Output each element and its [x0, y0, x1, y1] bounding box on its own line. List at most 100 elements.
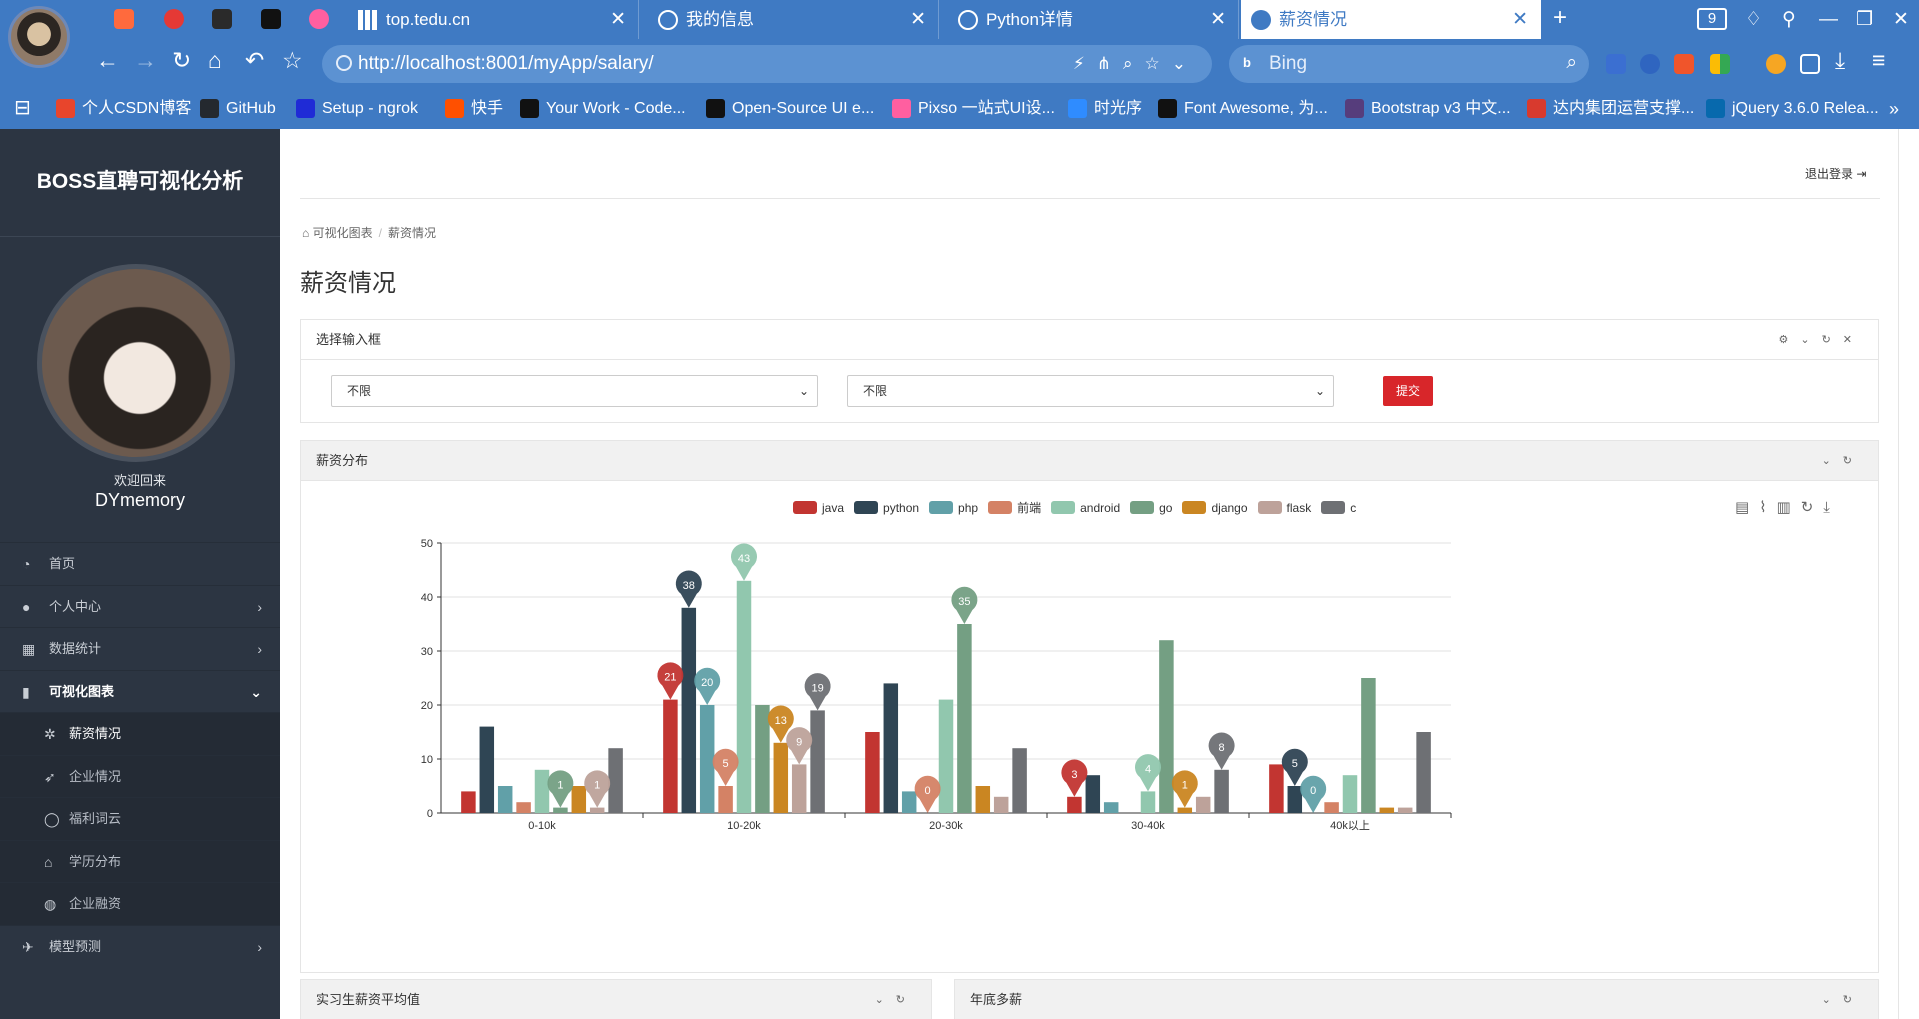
sidebar-toggle-icon[interactable]: ⊟: [14, 97, 31, 119]
bookmark-font-awesome[interactable]: Font Awesome, 为...: [1158, 89, 1328, 129]
close-window-button[interactable]: ✕: [1893, 9, 1909, 30]
bookmark-github[interactable]: GitHub: [200, 89, 276, 129]
legend-item[interactable]: android: [1051, 500, 1120, 516]
pin-icon[interactable]: ⚲: [1782, 9, 1796, 30]
minimize-button[interactable]: —: [1819, 9, 1838, 30]
address-bar[interactable]: http://localhost:8001/myApp/salary/ ⚡⋔⌕☆…: [322, 45, 1212, 83]
download-icon[interactable]: ⤓: [1823, 499, 1840, 516]
shirt-icon[interactable]: ♢: [1745, 9, 1763, 30]
breadcrumb-item[interactable]: 可视化图表: [312, 226, 373, 240]
crop-icon[interactable]: [1800, 54, 1820, 74]
sidebar-item-statistics[interactable]: ▦ 数据统计 ›: [0, 627, 280, 670]
close-icon[interactable]: ✕: [610, 9, 626, 30]
translate-icon[interactable]: [1606, 54, 1626, 74]
bar-chart-icon[interactable]: ▥: [1776, 499, 1801, 516]
legend-item[interactable]: c: [1321, 500, 1356, 516]
legend-item[interactable]: php: [929, 500, 978, 516]
chevron-down-icon[interactable]: ⌄: [1821, 994, 1843, 1006]
sidebar-item-company[interactable]: ➶ 企业情况: [0, 754, 280, 797]
bookmark-kuaishou[interactable]: 快手: [445, 89, 503, 129]
search-icon[interactable]: ⌕: [1566, 52, 1577, 73]
sidebar-item-profile[interactable]: ● 个人中心 ›: [0, 584, 280, 628]
bookmark-csdn[interactable]: 个人CSDN博客: [56, 89, 191, 129]
search-input[interactable]: [1269, 50, 1549, 78]
refresh-icon[interactable]: ↻: [895, 994, 917, 1006]
menu-icon[interactable]: ≡: [1872, 47, 1886, 73]
sidebar-item-wordcloud[interactable]: ◯ 福利词云: [0, 797, 280, 840]
legend-item[interactable]: java: [793, 500, 844, 516]
gear-icon[interactable]: ⚙: [1778, 334, 1801, 346]
submit-button[interactable]: 提交: [1383, 376, 1433, 406]
panel-controls[interactable]: ⌄↻: [875, 980, 917, 1019]
panel-controls[interactable]: ⚙⌄↻✕: [1778, 320, 1864, 360]
moon-icon[interactable]: [1766, 54, 1786, 74]
close-icon[interactable]: ✕: [1512, 9, 1528, 30]
apps-icon[interactable]: [1710, 54, 1730, 74]
address-bar-icons[interactable]: ⚡⋔⌕☆⌄: [1072, 54, 1198, 73]
tab-top-tedu[interactable]: top.tedu.cn ✕: [348, 0, 639, 39]
bookmark-codepen[interactable]: Your Work - Code...: [520, 89, 686, 129]
restore-icon[interactable]: ↻: [1800, 499, 1824, 516]
restore-button[interactable]: ❐: [1856, 9, 1874, 30]
chevron-right-icon[interactable]: »: [1889, 99, 1900, 119]
sidebar-item-home[interactable]: ◔ 首页: [0, 542, 280, 585]
brand-title[interactable]: BOSS直聘可视化分析: [0, 129, 280, 237]
legend-item[interactable]: django: [1182, 500, 1248, 516]
home-button[interactable]: ⌂: [208, 47, 222, 73]
reload-button[interactable]: ↻: [172, 47, 192, 73]
tab-python-detail[interactable]: Python详情 ✕: [948, 0, 1239, 39]
chevron-down-icon[interactable]: ⌄: [1800, 334, 1822, 346]
bookmark-open-source-ui[interactable]: Open-Source UI e...: [706, 89, 874, 129]
close-icon[interactable]: ✕: [1842, 334, 1864, 346]
legend-item[interactable]: 前端: [988, 500, 1041, 516]
favorite-star-icon[interactable]: ☆: [282, 47, 303, 73]
type-filter-select[interactable]: 不限 ⌄: [847, 375, 1334, 407]
salary-filter-select[interactable]: 不限 ⌄: [331, 375, 818, 407]
bookmark-pixso[interactable]: Pixso 一站式UI设...: [892, 89, 1055, 129]
tab-my-info[interactable]: 我的信息 ✕: [648, 0, 939, 39]
bookmark-shiguangxu[interactable]: 时光序: [1068, 89, 1142, 129]
forward-button[interactable]: →: [134, 47, 157, 73]
new-tab-button[interactable]: +: [1553, 4, 1568, 31]
back-button[interactable]: ←: [96, 47, 119, 73]
extension-icon[interactable]: [1640, 54, 1660, 74]
pinned-tab-icon[interactable]: [164, 9, 184, 29]
pinned-tab-icon[interactable]: [261, 9, 281, 29]
chevron-down-icon[interactable]: ⌄: [874, 994, 896, 1006]
close-icon[interactable]: ✕: [910, 9, 926, 30]
bookmark-jquery[interactable]: jQuery 3.6.0 Relea...: [1706, 89, 1879, 129]
scrollbar-track[interactable]: [1898, 129, 1899, 1019]
sidebar-item-charts[interactable]: ▮ 可视化图表 ⌄: [0, 669, 280, 713]
pinned-tab-icon[interactable]: [309, 9, 329, 29]
legend-item[interactable]: python: [854, 500, 919, 516]
data-view-icon[interactable]: ▤: [1735, 499, 1760, 516]
sidebar-item-education[interactable]: ⌂ 学历分布: [0, 839, 280, 882]
logout-link[interactable]: 退出登录 ⇥: [1805, 165, 1866, 182]
bookmark-bootstrap[interactable]: Bootstrap v3 中文...: [1345, 89, 1511, 129]
bookmark-tarena[interactable]: 达内集团运营支撑...: [1527, 89, 1694, 129]
chevron-down-icon[interactable]: ⌄: [1821, 455, 1843, 467]
panel-controls[interactable]: ⌄↻: [1822, 441, 1864, 481]
refresh-icon[interactable]: ↻: [1842, 994, 1864, 1006]
bookmark-ngrok[interactable]: Setup - ngrok: [296, 89, 418, 129]
line-chart-icon[interactable]: ⌇: [1759, 499, 1777, 516]
sidebar-item-salary[interactable]: ✲ 薪资情况: [0, 712, 280, 755]
browser-profile-avatar[interactable]: [8, 6, 70, 68]
download-icon[interactable]: ⤓: [1835, 47, 1846, 73]
pinned-tab-icon[interactable]: [114, 9, 134, 29]
refresh-icon[interactable]: ↻: [1842, 455, 1864, 467]
refresh-icon[interactable]: ↻: [1821, 334, 1843, 346]
pinned-tab-icon[interactable]: [212, 9, 232, 29]
sidebar-item-prediction[interactable]: ✈ 模型预测 ›: [0, 924, 280, 968]
chart-toolbox[interactable]: ▤⌇▥↻⤓: [1735, 498, 1840, 516]
extension-icon[interactable]: [1674, 54, 1694, 74]
sidebar-item-financing[interactable]: ◍ 企业融资: [0, 882, 280, 925]
tab-salary[interactable]: 薪资情况 ✕: [1241, 0, 1541, 39]
legend-item[interactable]: flask: [1257, 500, 1311, 516]
close-icon[interactable]: ✕: [1210, 9, 1226, 30]
tab-count-button[interactable]: 9: [1697, 8, 1727, 30]
undo-button[interactable]: ↶: [245, 47, 265, 73]
legend-item[interactable]: go: [1130, 500, 1172, 516]
panel-controls[interactable]: ⌄↻: [1822, 980, 1864, 1019]
search-box[interactable]: b ⌕: [1229, 45, 1589, 83]
